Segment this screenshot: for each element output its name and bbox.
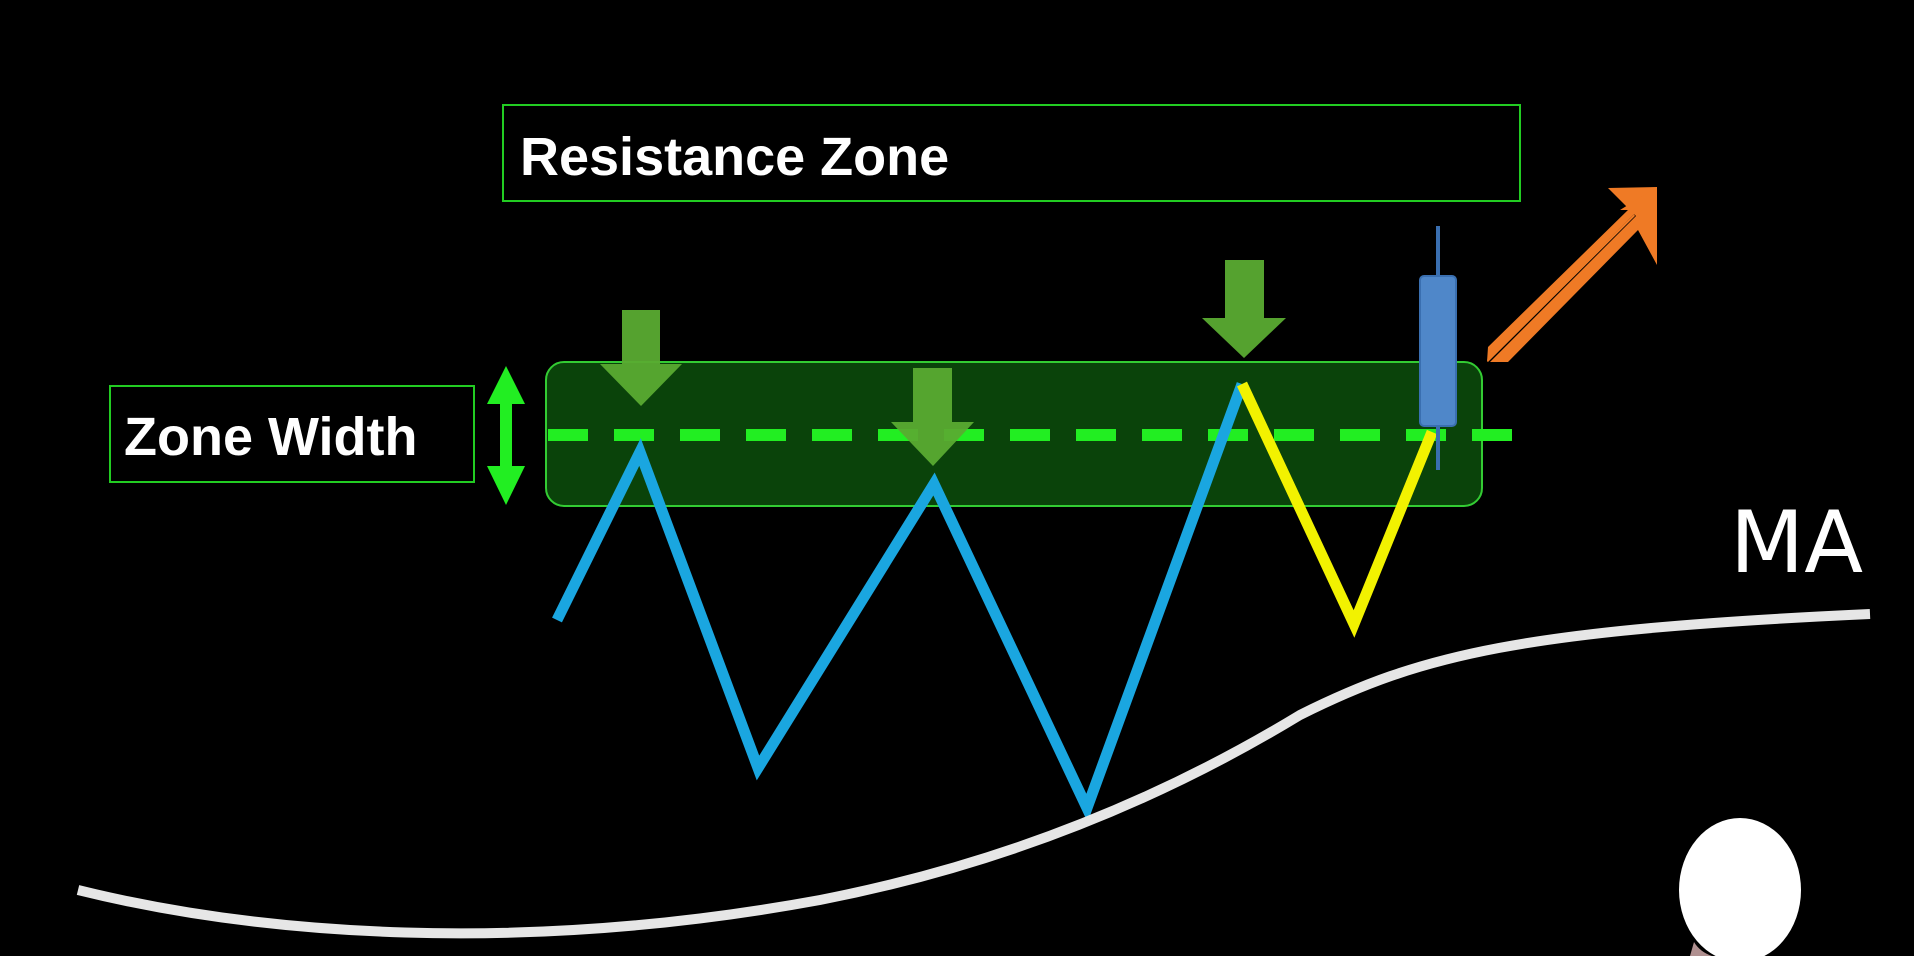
resistance-zone-label: Resistance Zone xyxy=(520,127,949,187)
down-arrow-icon xyxy=(1202,260,1286,358)
resistance-zone-label-border xyxy=(502,104,1521,202)
down-arrow-icon xyxy=(600,310,682,406)
resistance-zone-label-box: Resistance Zone xyxy=(502,104,1521,202)
zone-width-label-border xyxy=(109,385,475,483)
up-right-arrow-icon xyxy=(1487,187,1657,362)
ball-icon xyxy=(1679,818,1801,956)
moving-average-line xyxy=(76,609,1871,939)
down-arrow-icon xyxy=(891,368,974,466)
price-line xyxy=(552,382,1248,823)
zone-width-label-box: Zone Width xyxy=(109,385,475,483)
double-headed-vertical-arrow-icon xyxy=(487,366,525,505)
ma-label: MA xyxy=(1730,493,1863,593)
ball-shadow xyxy=(1690,942,1712,956)
zone-width-label: Zone Width xyxy=(124,407,417,467)
bullish-candlestick-icon xyxy=(1419,226,1457,470)
pullback-line xyxy=(1237,381,1438,638)
